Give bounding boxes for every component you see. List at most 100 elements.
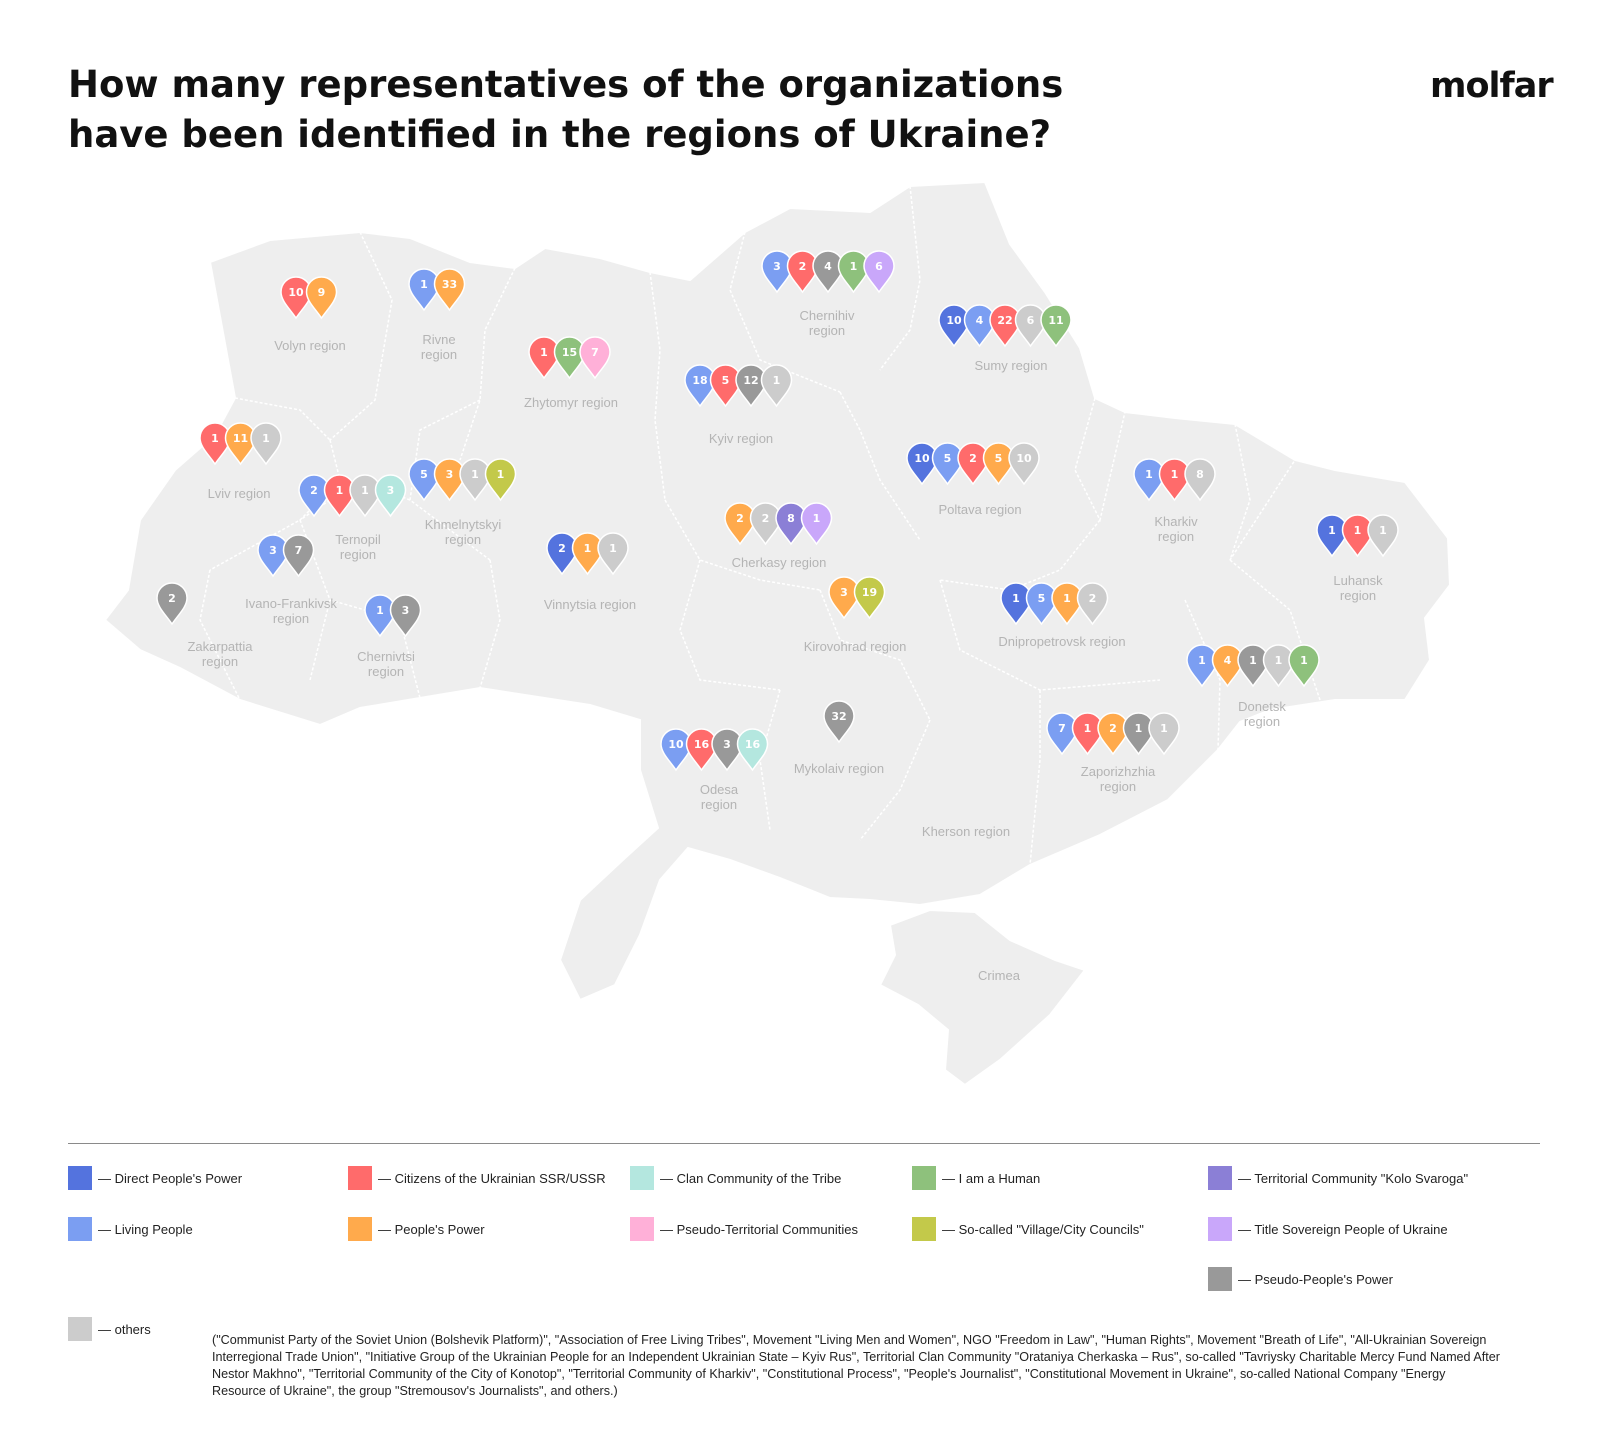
legend-swatch [1208,1166,1232,1190]
region-label: Kirovohrad region [804,639,907,654]
pin-value: 1 [773,374,781,387]
pin-value: 10 [288,286,304,299]
region-label: region [1244,714,1280,729]
pin-value: 2 [310,484,318,497]
pin-shape [906,442,938,486]
pin-shape [724,502,756,546]
region-label: Rivne [422,332,455,347]
pin-marker: 10 [280,276,312,320]
pin-shape [685,728,718,772]
legend-label: — I am a Human [942,1170,1041,1186]
pin-marker: 1 [1133,458,1165,502]
legend-divider [68,1143,1540,1144]
pin-value: 2 [762,512,770,525]
legend-label: — Citizens of the Ukrainian SSR/USSR [378,1170,606,1186]
pin-shape [711,728,743,772]
legend-swatch [68,1317,92,1341]
pin-marker: 1 [1341,514,1374,558]
region-label: Crimea [978,968,1021,983]
pin-shape [684,364,716,408]
title-line-2: have been identified in the regions of U… [68,113,1052,156]
pin-shape [1133,458,1165,502]
pin-shape [408,268,440,312]
pin-marker: 1 [1158,458,1191,502]
pin-marker: 1 [1186,644,1218,688]
pin-shape [1148,712,1180,756]
region-label: Cherkasy region [732,555,827,570]
pin-value: 16 [745,738,761,751]
pin-value: 3 [840,586,848,599]
pin-value: 2 [969,452,977,465]
pin-shape [1051,582,1083,626]
region-label: Donetsk [1238,699,1286,714]
pin-shape [957,442,989,486]
region-label: region [701,797,737,812]
pin-marker: 10 [906,442,938,486]
region-label: Khmelnytskyi [425,517,502,532]
pin-shape [1076,582,1109,626]
region-label: region [809,323,845,338]
region-group: 18 5 12 1 Kyiv region [684,364,793,446]
pin-marker: 10 [660,728,692,772]
legend-item-councils: — So-called "Village/City Councils" [912,1216,1144,1242]
pin-shape [736,728,769,772]
pin-shape [571,532,604,576]
pin-marker: 11 [1040,304,1072,348]
pin-shape [775,502,807,546]
region-label: region [273,611,309,626]
legend-label: — Living People [98,1221,193,1237]
region-label: Kyiv region [709,431,773,446]
pin-value: 1 [361,484,369,497]
pin-value: 6 [875,260,883,273]
pin-value: 1 [1300,654,1308,667]
pin-marker: 1 [571,532,604,576]
region-group: Kherson region [922,824,1010,839]
pin-shape [459,458,491,502]
pin-shape [1000,582,1032,626]
pin-value: 10 [946,314,962,327]
pin-value: 16 [694,738,710,751]
pin-marker: 1 [199,422,231,466]
pin-shape [735,364,767,408]
pin-value: 1 [584,542,592,555]
pin-marker: 22 [989,304,1021,348]
region-borders [199,185,1321,866]
pin-marker: 1 [800,502,833,546]
pin-marker: 1 [459,458,491,502]
pin-marker: 1 [364,594,396,638]
region-label: region [202,654,238,669]
pin-value: 1 [1171,468,1179,481]
pin-shape [863,250,895,294]
pin-marker: 18 [684,364,716,408]
pin-value: 1 [497,468,505,481]
pin-marker: 9 [305,276,338,320]
pin-value: 5 [995,452,1003,465]
legend-item-direct: — Direct People's Power [68,1165,242,1191]
region-group: 10 9 Volyn region [274,276,346,353]
pin-shape [528,336,560,380]
pin-value: 1 [1084,722,1092,735]
pin-marker: 1 [837,250,870,294]
pin-shape [1025,582,1058,626]
pin-shape [1184,458,1216,502]
pin-shape [760,364,793,408]
pin-value: 5 [944,452,952,465]
pin-value: 1 [609,542,617,555]
pin-shape [484,458,517,502]
pin-shape [1367,514,1399,558]
pin-value: 4 [1224,654,1232,667]
region-label: region [1340,588,1376,603]
pin-marker: 2 [156,582,188,626]
pin-value: 33 [442,278,457,291]
pin-marker: 5 [408,458,440,502]
pin-value: 7 [591,346,599,359]
pin-value: 12 [743,374,758,387]
pin-value: 1 [336,484,344,497]
